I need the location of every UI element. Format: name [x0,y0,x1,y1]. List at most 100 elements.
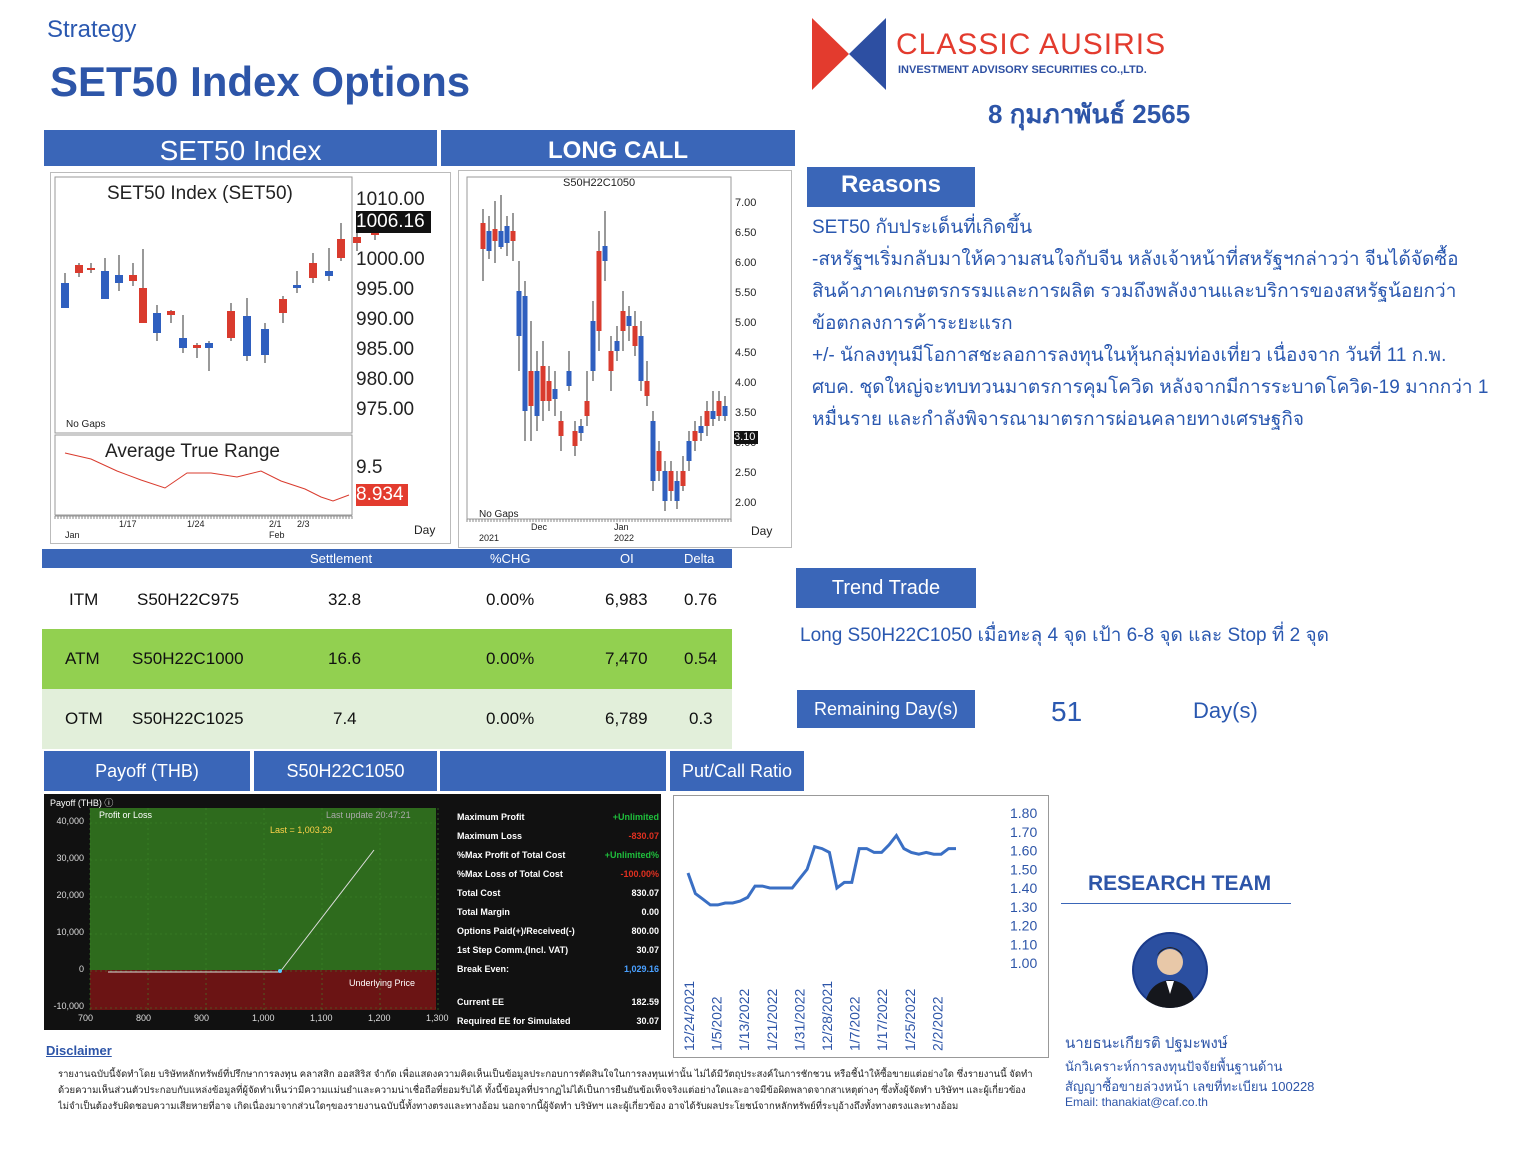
remaining-days-value: 51 [1051,696,1083,727]
analyst-license: สัญญาซื้อขายล่วงหน้า เลขที่ทะเบียน 10022… [1065,1079,1315,1094]
set50-chart-title: SET50 Index (SET50) [107,183,293,204]
reason-line: +/- นักลงทุนมีโอกาสชะลอการลงทุนในหุ้นกลุ… [812,345,1447,366]
payoff-y-tick: 30,000 [56,853,84,863]
col-chg: %CHG [490,551,531,566]
payoff-x-tick: 1,200 [368,1013,391,1023]
option-candle [498,231,504,247]
research-divider [1061,903,1291,904]
option-candle [534,371,540,416]
analyst-email[interactable]: Email: thanakiat@caf.co.th [1065,1095,1208,1109]
set50-section-bar: SET50 Index [44,130,437,166]
set50-no-gaps: No Gaps [66,419,106,430]
option-chart-title: S50H22C1050 [563,177,636,189]
set50-price-tick: 1010.00 [356,189,425,210]
disclaimer-line: ด้วยความเห็นส่วนตัวประกอบกับแหล่งข้อมูลท… [58,1085,1026,1096]
payoff-stat-label: Current EE [457,997,505,1007]
set50-candle [153,313,161,333]
option-candle [638,336,644,381]
option-x-label: 2022 [614,533,635,543]
payoff-stat-label: Total Cost [457,888,501,898]
set50-x-label: Feb [269,530,285,540]
payoff-current-marker [278,969,282,973]
disclaimer-label: Disclaimer [46,1043,112,1058]
option-candle [590,321,596,371]
atr-title: Average True Range [105,441,280,462]
row-chg: 0.00% [486,709,535,728]
row-type: ATM [65,649,100,668]
row-delta: 0.76 [684,590,718,609]
option-x-label: 2021 [479,533,500,543]
set50-candle [309,263,317,278]
pcr-x-tick: 1/21/2022 [764,989,780,1051]
options-table-header: Settlement %CHG OI Delta [42,549,732,568]
option-candle [504,226,510,243]
set50-candle [61,283,69,308]
payoff-stat-label: Maximum Profit [457,812,525,822]
analyst-role: นักวิเคราะห์การลงทุนปัจจัยพื้นฐานด้าน [1065,1059,1283,1074]
option-x-label: Jan [614,522,629,532]
option-price-tick: 6.50 [735,227,757,239]
long-call-section-bar: LONG CALL [441,130,795,166]
option-candle [578,426,584,433]
reason-line: หมื่นราย และกำลังพิจารณามาตรการผ่อนคลายท… [812,409,1305,430]
pcr-x-tick: 1/5/2022 [709,996,725,1051]
payoff-stat-label: 1st Step Comm.(Incl. VAT) [457,945,569,955]
remaining-days-label: Remaining Day(s) [797,690,975,728]
payoff-stat-label: Break Even: [457,964,510,974]
reason-line: -สหรัฐฯเริ่มกลับมาให้ความสนใจกับจีน หลัง… [812,249,1459,270]
payoff-stat-label: Required EE for Simulated [457,1016,571,1026]
col-oi: OI [620,551,634,566]
option-candle [716,401,722,416]
pcr-x-tick: 1/31/2022 [791,989,807,1051]
option-x-label: Dec [531,522,548,532]
option-candle [540,366,546,401]
payoff-y-tick: 40,000 [56,816,84,826]
option-price-tick: 6.00 [735,257,757,269]
company-name: CLASSIC AUSIRIS [896,28,1167,61]
set50-last-price: 1006.16 [356,211,431,233]
set50-candle [325,271,333,276]
option-price-tick: 7.00 [735,197,757,209]
option-candle [656,451,662,471]
pcr-x-tick: 2/2/2022 [929,996,945,1051]
option-candle [492,229,498,241]
payoff-profit-line [279,849,375,973]
analyst-name: นายธนะเกียรติ ปฐมะพงษ์ [1065,1035,1228,1052]
option-candle [572,431,578,446]
set50-candle [371,233,379,235]
set50-price-tick: 1000.00 [356,249,425,270]
option-candle [704,411,710,426]
payoff-x-tick: 900 [194,1013,210,1023]
payoff-legend: Profit or Loss [99,810,153,820]
row-settlement: 7.4 [333,709,357,728]
set50-x-unit: Day [414,523,436,537]
set50-candle [129,275,137,281]
reasons-text: SET50 กับประเด็นที่เกิดขึ้น -สหรัฐฯเริ่ม… [812,212,1488,436]
option-last-price: 3.10 [734,431,758,444]
option-price-tick: 4.00 [735,377,757,389]
pcr-x-tick: 12/28/2021 [819,981,835,1051]
payoff-x-tick: 1,100 [310,1013,333,1023]
set50-x-label: 2/1 [269,519,282,529]
payoff-underlying-label: Underlying Price [349,978,416,988]
option-candle [516,291,522,336]
payoff-stat-value: 0.00 [641,907,659,917]
pcr-y-tick: 1.70 [1010,824,1037,840]
option-x-unit: Day [751,524,773,538]
reason-line: สินค้าภาคเกษตรกรรมและการผลิต รวมถึงพลังง… [812,281,1457,302]
option-candle [608,351,614,371]
col-delta: Delta [684,551,715,566]
option-candle [644,381,650,396]
set50-x-label: 1/24 [187,519,205,529]
set50-candle [139,288,147,323]
option-candle [486,231,492,251]
pcr-y-tick: 1.40 [1010,880,1037,896]
payoff-stat-label: Options Paid(+)/Received(-) [457,926,575,936]
set50-candle [167,311,175,315]
reason-line: ข้อตกลงการค้าระยะแรก [812,313,1013,334]
payoff-last-label: Last = 1,003.29 [270,825,333,835]
trend-trade-text: Long S50H22C1050 เมื่อทะลุ 4 จุด เป้า 6-… [800,625,1330,646]
option-price-tick: 5.00 [735,317,757,329]
payoff-y-tick: -10,000 [53,1001,84,1011]
strategy-label: Strategy [47,16,137,43]
